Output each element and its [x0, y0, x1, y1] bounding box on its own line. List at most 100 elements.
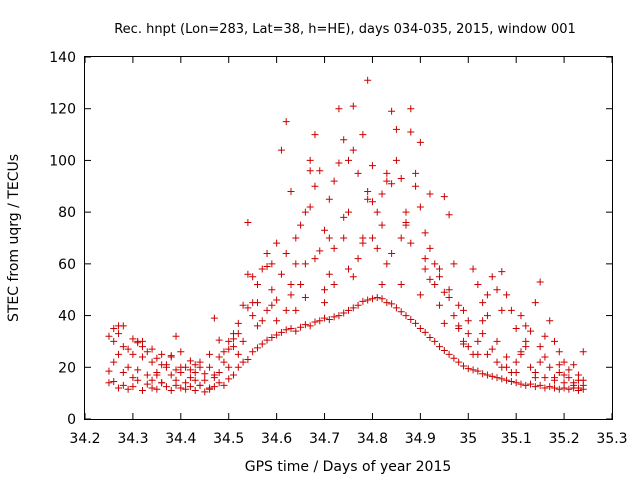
data-point [378, 190, 386, 198]
data-point [182, 385, 190, 393]
data-point [210, 371, 218, 379]
data-point [177, 363, 185, 371]
data-point [124, 363, 132, 371]
data-point [464, 317, 472, 325]
data-point [416, 203, 424, 211]
data-point [527, 327, 535, 335]
data-point [115, 384, 123, 392]
data-point [311, 182, 319, 190]
data-point [249, 348, 257, 356]
data-point [541, 332, 549, 340]
data-point [239, 358, 247, 366]
data-point [512, 358, 520, 366]
data-point [459, 340, 467, 348]
data-point [292, 260, 300, 268]
data-point [138, 387, 146, 395]
data-point [177, 384, 185, 392]
data-point [483, 350, 491, 358]
data-point [450, 260, 458, 268]
data-point [388, 107, 396, 115]
data-point [531, 374, 539, 382]
data-point [186, 383, 194, 391]
x-tick-label: 34.2 [69, 431, 100, 447]
data-point [560, 379, 568, 387]
data-point [436, 265, 444, 273]
data-point [249, 299, 257, 307]
x-tick-label: 34.7 [309, 431, 340, 447]
data-point [574, 384, 582, 392]
data-point [297, 323, 305, 331]
data-point [493, 374, 501, 382]
data-point [498, 306, 506, 314]
data-point [263, 262, 271, 270]
data-point [325, 270, 333, 278]
data-point [531, 299, 539, 307]
data-point [335, 159, 343, 167]
data-point [517, 312, 525, 320]
y-tick-label: 80 [58, 205, 76, 221]
data-point [469, 265, 477, 273]
data-point [287, 187, 295, 195]
data-point [201, 370, 209, 378]
data-point [162, 363, 170, 371]
chart-title: Rec. hnpt (Lon=283, Lat=38, h=HE), days … [114, 22, 576, 37]
data-point [215, 379, 223, 387]
data-point [483, 312, 491, 320]
data-point [349, 273, 357, 281]
data-point [551, 374, 559, 382]
data-point [321, 314, 329, 322]
data-point [110, 378, 118, 386]
data-point [345, 156, 352, 164]
data-point [450, 354, 458, 362]
data-point [459, 306, 467, 314]
data-point [579, 348, 587, 356]
data-point [565, 366, 573, 374]
x-tick-label: 35.3 [596, 431, 627, 447]
data-point [225, 345, 233, 353]
axis-ticks: 34.2 34.3 34.4 34.5 34.6 34.7 34.8 34.9 35 35.1 35… [49, 50, 627, 447]
data-point [191, 361, 199, 369]
data-point [134, 337, 142, 345]
data-point [364, 76, 372, 84]
data-point [579, 376, 587, 384]
x-tick-label: 34.3 [117, 431, 148, 447]
y-tick-label: 40 [58, 309, 76, 325]
data-point [392, 125, 400, 133]
data-point [244, 304, 252, 312]
data-point [110, 337, 118, 345]
data-point [230, 371, 238, 379]
data-point [249, 312, 257, 320]
data-point [416, 138, 424, 146]
data-point [311, 131, 319, 139]
data-point [364, 195, 372, 203]
data-point [416, 291, 424, 299]
data-point [297, 221, 305, 229]
data-point [373, 208, 381, 216]
data-point [527, 380, 535, 388]
data-point [143, 380, 151, 388]
data-point [124, 385, 132, 393]
data-point [330, 177, 338, 185]
data-point [191, 376, 199, 384]
data-point [397, 234, 405, 242]
data-point [244, 270, 252, 278]
data-point [210, 314, 218, 322]
data-point [383, 299, 391, 307]
data-point [301, 293, 309, 301]
data-point [507, 378, 515, 386]
data-point [172, 376, 180, 384]
data-point [383, 177, 391, 185]
data-point [493, 337, 501, 345]
data-point [483, 371, 491, 379]
data-point [359, 297, 367, 305]
data-point [560, 371, 568, 379]
data-point [153, 385, 161, 393]
data-point [412, 182, 420, 190]
data-point [407, 315, 415, 323]
data-point [474, 367, 482, 375]
data-point [306, 203, 314, 211]
data-point [148, 345, 156, 353]
data-point [388, 300, 396, 308]
data-point [383, 169, 391, 177]
y-tick-label: 120 [49, 102, 76, 118]
